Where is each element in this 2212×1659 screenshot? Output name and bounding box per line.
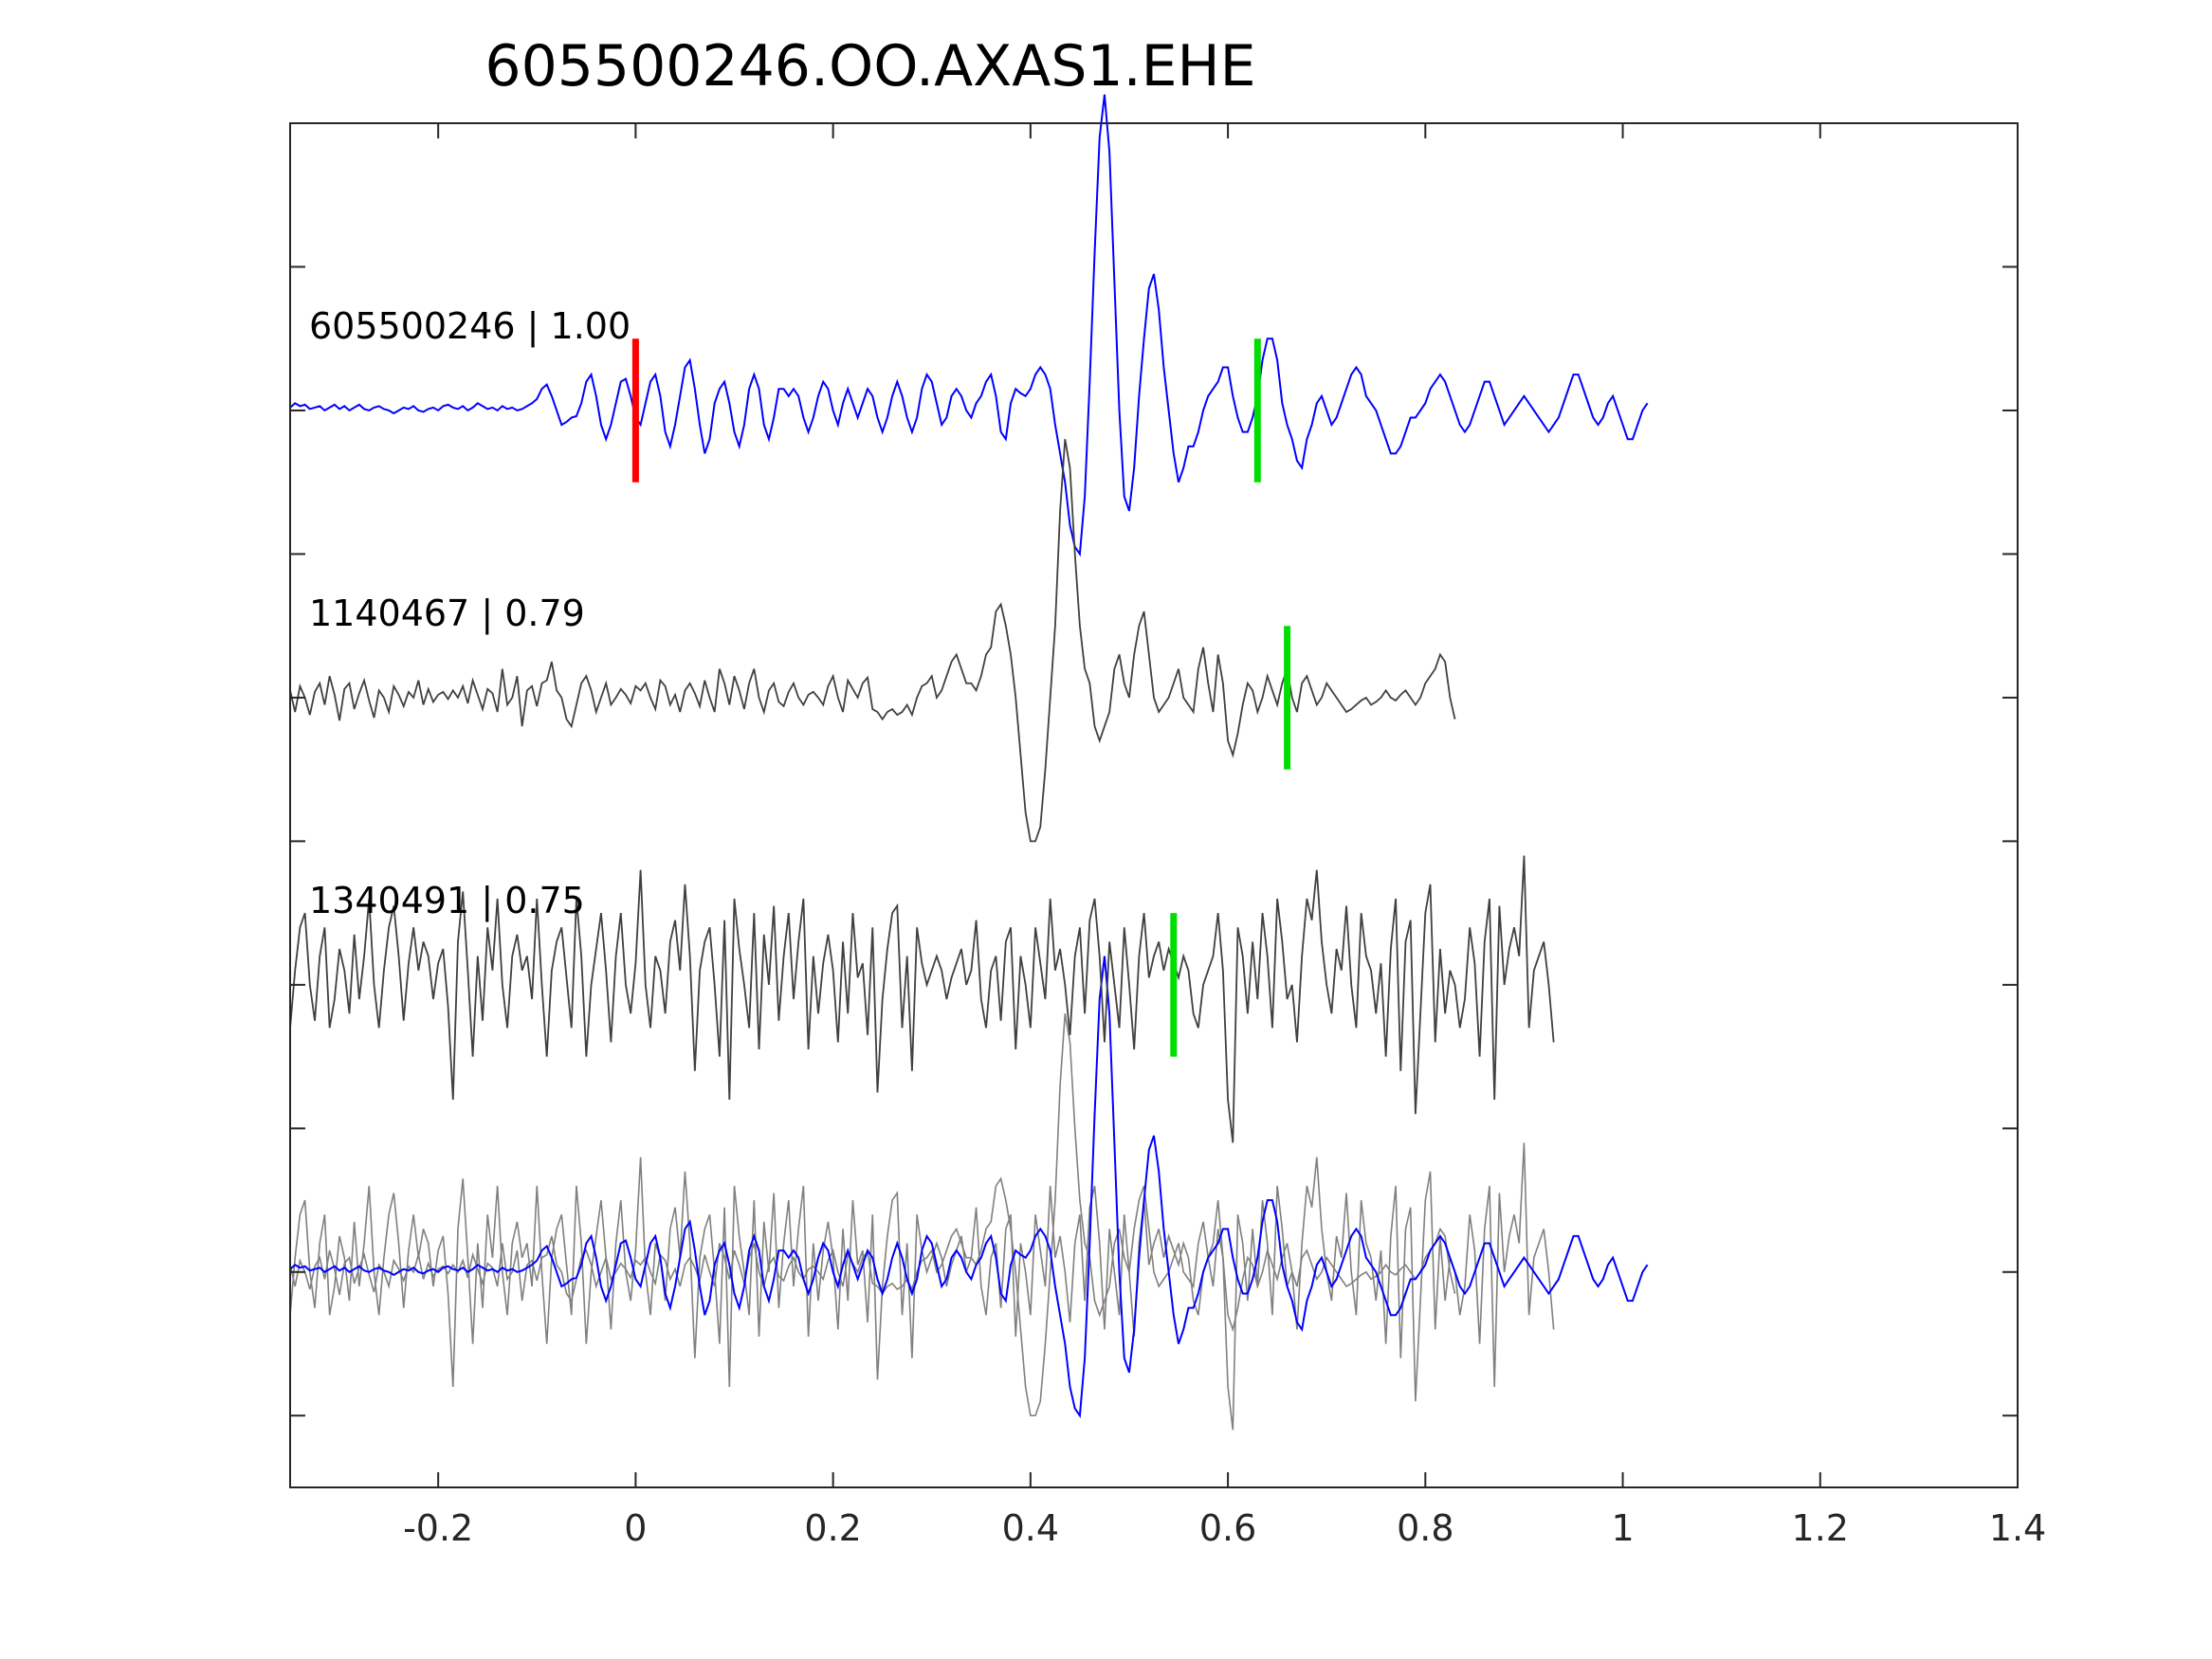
trace-0: [289, 94, 1649, 557]
x-tick-label-5: 0.8: [1397, 1507, 1453, 1549]
chart-title: 605500246.OO.AXAS1.EHE: [484, 33, 1255, 100]
axis-ticks: -0.2 0 0.2 0.4 0.6 0.8 1 1.2 1.4: [290, 123, 2046, 1549]
x-tick-label-1: 0: [624, 1507, 647, 1549]
x-tick-label-0: -0.2: [403, 1507, 473, 1549]
overlay-trace-0: [289, 956, 1649, 1419]
x-tick-label-6: 1: [1611, 1507, 1634, 1549]
trace-label-1: 1140467 | 0.79: [309, 592, 585, 635]
trace-label-0: 605500246 | 1.00: [309, 305, 631, 348]
x-tick-label-8: 1.4: [1989, 1507, 2046, 1549]
trace-1: [289, 439, 1456, 843]
plot-area: [289, 94, 1649, 1431]
trace-2: [289, 855, 1555, 1143]
x-tick-label-2: 0.2: [804, 1507, 861, 1549]
x-tick-label-7: 1.2: [1792, 1507, 1849, 1549]
x-tick-label-3: 0.4: [1002, 1507, 1059, 1549]
x-tick-label-4: 0.6: [1199, 1507, 1256, 1549]
trace-labels: 605500246 | 1.00 1140467 | 0.79 1340491 | …: [309, 305, 631, 922]
axes-frame: [289, 122, 2019, 1488]
trace-label-2: 1340491 | 0.75: [309, 880, 585, 922]
